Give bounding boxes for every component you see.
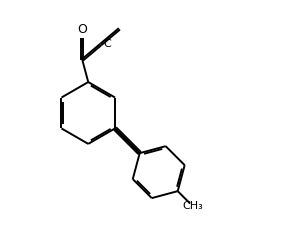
Text: CH₃: CH₃	[182, 201, 203, 211]
Text: C: C	[103, 40, 111, 49]
Text: O: O	[78, 23, 87, 36]
